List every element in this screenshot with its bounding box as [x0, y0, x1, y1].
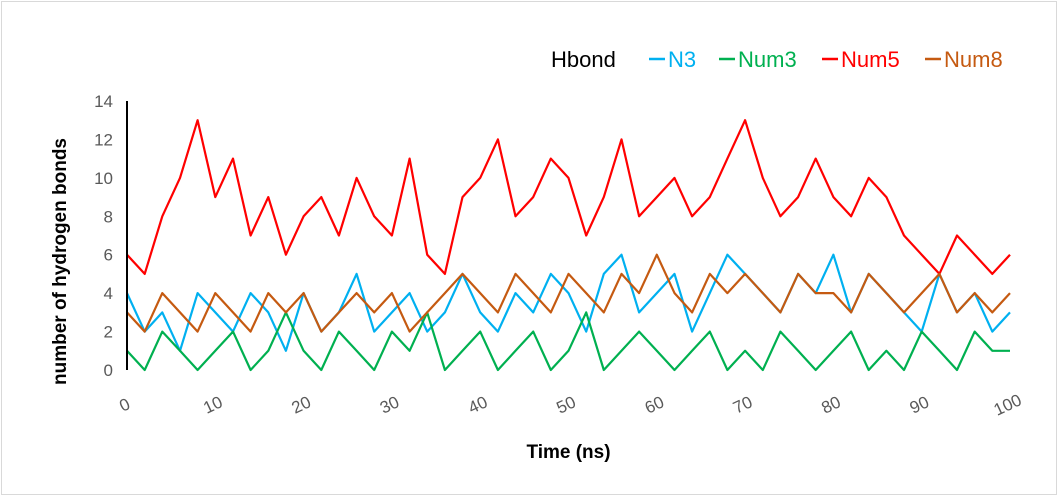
x-tick-label: 20 — [289, 392, 314, 417]
y-tick-label: 4 — [104, 284, 113, 303]
legend-label-num8: Num8 — [944, 47, 1003, 72]
y-tick-label: 12 — [94, 130, 113, 149]
y-tick-label: 8 — [104, 207, 113, 226]
y-axis-title: number of hydrogen bonds — [50, 138, 71, 385]
x-tick-label: 0 — [116, 394, 133, 415]
x-tick-label: 70 — [730, 392, 755, 417]
legend: Hbond N3 Num3 Num5 Num8 — [551, 47, 1003, 72]
x-tick-label: 30 — [377, 392, 402, 417]
x-tick-label: 10 — [200, 392, 225, 417]
x-tick-label: 90 — [907, 392, 932, 417]
y-tick-label: 2 — [104, 323, 113, 342]
y-tick-label: 14 — [94, 92, 113, 111]
x-tick-label: 100 — [991, 390, 1025, 419]
series-line-num3 — [126, 311, 1010, 372]
y-tick-label: 10 — [94, 169, 113, 188]
legend-title: Hbond — [551, 47, 616, 72]
series-line-num8 — [126, 253, 1011, 333]
legend-items: N3 Num3 Num5 Num8 — [649, 47, 1003, 72]
series-layer — [126, 119, 1011, 372]
legend-label-num3: Num3 — [738, 47, 797, 72]
x-tick-label: 80 — [818, 392, 843, 417]
series-line-n3 — [126, 253, 1011, 352]
x-axis-title: Time (ns) — [526, 442, 610, 463]
y-tick-label: 6 — [104, 246, 113, 265]
y-axis-ticks: 0 2 4 6 8 10 12 14 — [94, 92, 113, 380]
series-line-num5 — [126, 119, 1011, 275]
legend-label-num5: Num5 — [841, 47, 900, 72]
x-tick-label: 60 — [642, 392, 667, 417]
legend-label-n3: N3 — [668, 47, 696, 72]
y-tick-label: 0 — [104, 361, 113, 380]
x-axis-ticks: 0 10 20 30 40 50 60 70 80 90 100 — [116, 390, 1024, 419]
x-tick-label: 40 — [465, 392, 490, 417]
x-tick-label: 50 — [554, 392, 579, 417]
